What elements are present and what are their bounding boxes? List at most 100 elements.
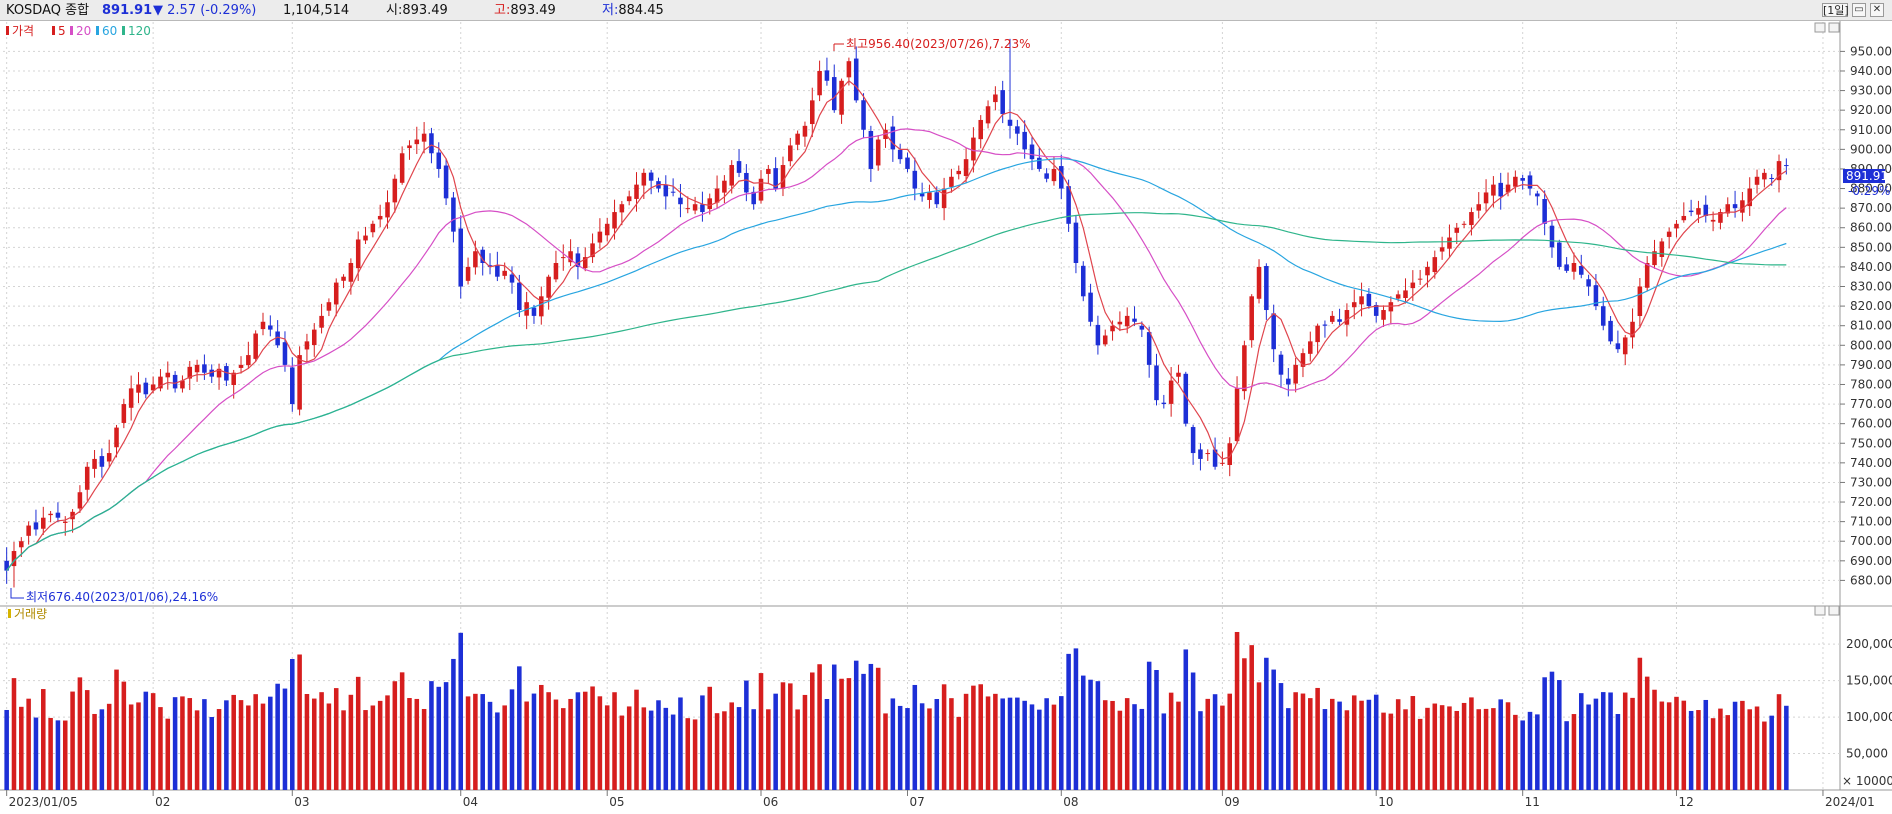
candle-body bbox=[795, 133, 800, 145]
candle-body bbox=[1381, 310, 1386, 320]
volume-bar bbox=[795, 709, 800, 790]
candle-body bbox=[1622, 337, 1628, 355]
legend-swatch-ma20 bbox=[70, 26, 73, 35]
ma120-line bbox=[6, 212, 1787, 571]
close-icon[interactable]: ✕ bbox=[1870, 3, 1884, 17]
volume-bar bbox=[62, 720, 68, 790]
candle-body bbox=[1732, 204, 1738, 209]
volume-bar bbox=[1432, 703, 1438, 790]
price-panel-close-icon[interactable] bbox=[1828, 22, 1840, 33]
candle-body bbox=[1256, 266, 1262, 299]
volume-bar bbox=[1205, 698, 1211, 790]
volume-bar bbox=[1359, 700, 1364, 790]
candle-body bbox=[1015, 126, 1020, 134]
candle-body bbox=[1469, 212, 1474, 226]
price-tick-label: 810.00 bbox=[1850, 319, 1892, 333]
volume-bar bbox=[1198, 711, 1203, 790]
volume-panel-close-icon[interactable] bbox=[1828, 605, 1840, 616]
volume-bar bbox=[831, 664, 837, 790]
candle-body bbox=[429, 133, 434, 154]
volume-bar bbox=[216, 709, 222, 790]
candle-body bbox=[114, 427, 119, 448]
time-tick-label: 02 bbox=[155, 795, 170, 809]
candle-body bbox=[575, 253, 581, 267]
candle-body bbox=[1110, 325, 1115, 332]
volume-bar bbox=[1315, 687, 1320, 790]
candle-body bbox=[1242, 345, 1247, 392]
quote-header: KOSDAQ 종합 891.91 ▼ 2.57 (-0.29%) 1,104,5… bbox=[0, 0, 1892, 21]
volume-bar bbox=[736, 707, 742, 790]
volume-bar bbox=[802, 694, 808, 790]
candle-body bbox=[582, 257, 588, 269]
volume-bar bbox=[700, 695, 705, 790]
time-tick-label: 12 bbox=[1678, 795, 1693, 809]
volume-bar bbox=[480, 694, 485, 790]
candle-body bbox=[121, 404, 127, 423]
volume-bar bbox=[414, 698, 420, 790]
candle-body bbox=[1520, 178, 1525, 181]
price-tick-label: 740.00 bbox=[1850, 456, 1892, 470]
candle-body bbox=[209, 369, 214, 377]
period-button[interactable]: [1일] bbox=[1822, 3, 1849, 17]
candle-body bbox=[1132, 318, 1137, 322]
candle-body bbox=[773, 168, 778, 189]
volume-bar bbox=[26, 698, 31, 790]
volume-bar bbox=[714, 713, 720, 790]
index-name: KOSDAQ 종합 bbox=[6, 3, 90, 18]
candle-body bbox=[1769, 177, 1774, 179]
volume-bar bbox=[685, 718, 691, 790]
volume-bar bbox=[531, 693, 537, 790]
volume-bar bbox=[1146, 661, 1152, 790]
current-change-label: -0.29% bbox=[1848, 184, 1890, 198]
candle-body bbox=[150, 384, 156, 391]
volume-bar bbox=[993, 693, 998, 790]
candle-body bbox=[55, 512, 61, 518]
volume-bar bbox=[692, 719, 698, 790]
volume-bar bbox=[1542, 677, 1547, 790]
volume-bar bbox=[1674, 696, 1679, 790]
volume-bar bbox=[1725, 715, 1731, 790]
candle-body bbox=[1564, 264, 1569, 271]
volume-bar bbox=[1132, 704, 1137, 790]
volume-bar bbox=[1681, 700, 1687, 790]
volume-bar bbox=[905, 708, 910, 790]
candle-body bbox=[268, 325, 273, 330]
volume-bar bbox=[1300, 693, 1306, 790]
volume-bar bbox=[304, 693, 310, 790]
volume-panel-restore-icon[interactable] bbox=[1814, 605, 1826, 616]
candle-body bbox=[180, 380, 185, 389]
volume-bar bbox=[1007, 697, 1013, 790]
candle-body bbox=[246, 355, 251, 366]
candle-body bbox=[590, 243, 595, 258]
volume-bar bbox=[224, 700, 229, 790]
candle-body bbox=[736, 161, 742, 173]
candle-body bbox=[1234, 388, 1240, 442]
candle-body bbox=[4, 560, 9, 571]
candle-body bbox=[62, 521, 68, 523]
volume-bar bbox=[1110, 700, 1115, 790]
price-panel-restore-icon[interactable] bbox=[1814, 22, 1826, 33]
candle-body bbox=[810, 100, 815, 125]
candle-body bbox=[1461, 223, 1467, 225]
candle-body bbox=[202, 364, 207, 373]
volume-bar bbox=[260, 703, 266, 790]
candle-body bbox=[158, 376, 163, 389]
candle-body bbox=[1344, 310, 1350, 325]
candle-body bbox=[1000, 90, 1005, 115]
candle-body bbox=[1029, 144, 1035, 160]
volume-bar bbox=[106, 703, 112, 790]
volume-bar bbox=[194, 710, 200, 790]
candle-body bbox=[1447, 237, 1452, 249]
volume-bar bbox=[1051, 704, 1057, 790]
candle-body bbox=[1095, 324, 1101, 346]
candle-body bbox=[1696, 208, 1701, 215]
candle-body bbox=[1300, 353, 1306, 367]
window-restore-icon[interactable]: ▭ bbox=[1852, 3, 1866, 17]
volume-bar bbox=[780, 682, 786, 790]
volume-bar bbox=[1498, 699, 1503, 790]
volume-bar bbox=[1271, 669, 1276, 790]
candle-body bbox=[385, 202, 390, 218]
candle-body bbox=[1329, 315, 1335, 322]
price-tick-label: 870.00 bbox=[1850, 201, 1892, 215]
